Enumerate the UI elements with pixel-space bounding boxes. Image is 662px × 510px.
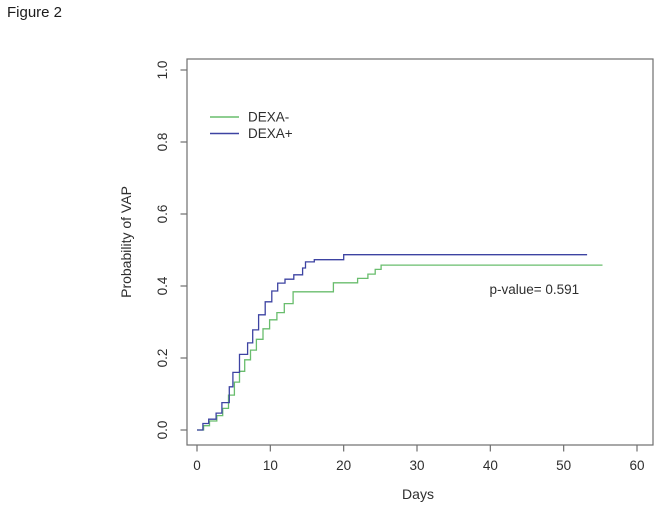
y-axis-title: Probability of VAP [118,186,134,298]
x-tick-label: 40 [483,458,498,473]
x-tick-label: 60 [629,458,644,473]
y-tick-label: 0.2 [155,349,170,368]
legend: DEXA-DEXA+ [210,110,293,141]
x-axis-title: Days [402,486,434,502]
x-tick-label: 20 [336,458,351,473]
legend-label-dexa-minus: DEXA- [248,110,289,125]
survival-curves [197,254,603,431]
curve-dexa-minus [197,264,603,431]
figure-label: Figure 2 [7,4,63,21]
y-tick-label: 0.0 [155,421,170,440]
y-axis-ticks: 0.0 0.2 0.4 0.6 0.8 1.0 [155,61,187,440]
x-tick-label: 50 [556,458,571,473]
p-value-annotation: p-value= 0.591 [489,282,579,297]
y-tick-label: 0.6 [155,205,170,224]
x-axis-ticks: 0 10 20 30 40 50 60 [193,445,645,473]
y-tick-label: 0.8 [155,133,170,152]
legend-label-dexa-plus: DEXA+ [248,126,293,141]
x-tick-label: 0 [193,458,201,473]
plot-border [186,58,654,446]
x-tick-label: 30 [409,458,424,473]
curve-dexa-plus [197,254,588,431]
y-tick-label: 0.4 [155,276,170,295]
y-tick-label: 1.0 [155,61,170,80]
x-tick-label: 10 [263,458,278,473]
